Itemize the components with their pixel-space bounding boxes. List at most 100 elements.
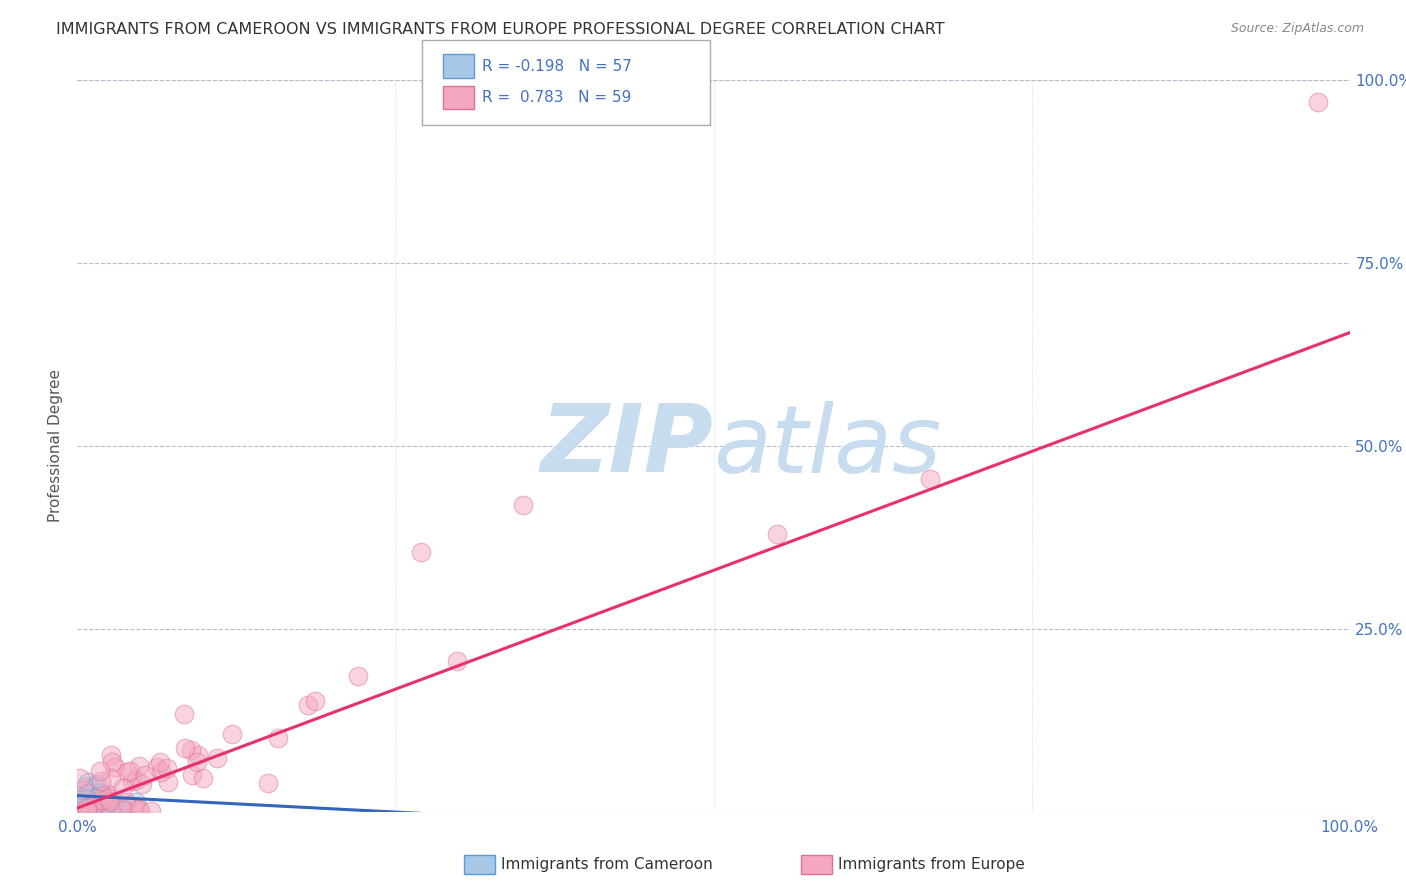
Point — [180, 743, 202, 757]
Point — [76, 804, 98, 818]
Point — [73, 803, 96, 817]
Point — [111, 803, 134, 817]
Point — [69, 793, 91, 807]
Point — [67, 789, 90, 803]
Point — [76, 793, 98, 807]
Point — [73, 780, 96, 794]
Point — [87, 789, 110, 804]
Text: Source: ZipAtlas.com: Source: ZipAtlas.com — [1230, 22, 1364, 36]
Point — [87, 790, 110, 805]
Point — [100, 748, 122, 763]
Point — [77, 804, 100, 818]
Point — [125, 802, 148, 816]
Point — [100, 803, 122, 817]
Point — [128, 758, 150, 772]
Point — [75, 804, 97, 818]
Point — [75, 794, 97, 808]
Point — [90, 794, 112, 808]
Point — [134, 768, 156, 782]
Point — [79, 803, 101, 817]
Point — [72, 804, 94, 818]
Point — [1306, 95, 1329, 110]
Point — [128, 802, 150, 816]
Text: IMMIGRANTS FROM CAMEROON VS IMMIGRANTS FROM EUROPE PROFESSIONAL DEGREE CORRELATI: IMMIGRANTS FROM CAMEROON VS IMMIGRANTS F… — [56, 22, 945, 37]
Point — [97, 787, 120, 801]
Point — [186, 756, 208, 770]
Point — [91, 788, 114, 802]
Point — [94, 804, 117, 818]
Point — [69, 799, 91, 814]
Point — [76, 794, 98, 808]
Point — [80, 801, 103, 815]
Point — [146, 760, 169, 774]
Point — [76, 790, 98, 805]
Point — [304, 694, 326, 708]
Point — [173, 707, 195, 722]
Point — [76, 786, 98, 800]
Text: Immigrants from Europe: Immigrants from Europe — [838, 857, 1025, 871]
Point — [103, 760, 125, 774]
Point — [83, 797, 105, 812]
Point — [125, 772, 148, 787]
Point — [73, 804, 96, 818]
Point — [67, 797, 90, 811]
Point — [107, 798, 129, 813]
Point — [149, 764, 172, 779]
Point — [131, 777, 153, 791]
Point — [77, 801, 100, 815]
Text: R = -0.198   N = 57: R = -0.198 N = 57 — [482, 59, 633, 73]
Point — [72, 802, 94, 816]
Point — [446, 654, 468, 668]
Point — [191, 771, 214, 785]
Point — [79, 799, 101, 814]
Point — [187, 748, 209, 763]
Point — [221, 727, 243, 741]
Point — [103, 801, 125, 815]
Point — [70, 802, 93, 816]
Text: ZIP: ZIP — [541, 400, 714, 492]
Point — [76, 801, 98, 815]
Point — [86, 790, 108, 805]
Point — [409, 545, 432, 559]
Point — [91, 789, 114, 804]
Point — [89, 764, 111, 779]
Point — [67, 794, 90, 808]
Point — [90, 773, 112, 788]
Point — [91, 793, 114, 807]
Point — [100, 771, 122, 785]
Point — [114, 795, 136, 809]
Point — [69, 772, 91, 786]
Point — [86, 777, 108, 791]
Point — [80, 804, 103, 818]
Point — [103, 797, 125, 811]
Point — [117, 764, 139, 779]
Point — [156, 761, 179, 775]
Point — [89, 786, 111, 800]
Point — [75, 804, 97, 818]
Point — [766, 526, 789, 541]
Point — [89, 798, 111, 813]
Point — [67, 797, 90, 811]
Point — [267, 731, 290, 746]
Point — [256, 775, 278, 789]
Point — [205, 751, 228, 765]
Point — [139, 804, 162, 818]
Point — [72, 790, 94, 805]
Point — [77, 791, 100, 805]
Point — [70, 799, 93, 814]
Point — [346, 669, 368, 683]
Point — [101, 756, 124, 770]
Point — [512, 498, 534, 512]
Point — [77, 799, 100, 814]
Y-axis label: Professional Degree: Professional Degree — [48, 369, 63, 523]
Point — [174, 741, 197, 756]
Point — [918, 472, 941, 486]
Point — [82, 800, 104, 814]
Text: Immigrants from Cameroon: Immigrants from Cameroon — [501, 857, 713, 871]
Point — [112, 781, 135, 796]
Point — [149, 755, 172, 769]
Point — [128, 804, 150, 818]
Point — [77, 775, 100, 789]
Point — [83, 798, 105, 813]
Point — [100, 794, 122, 808]
